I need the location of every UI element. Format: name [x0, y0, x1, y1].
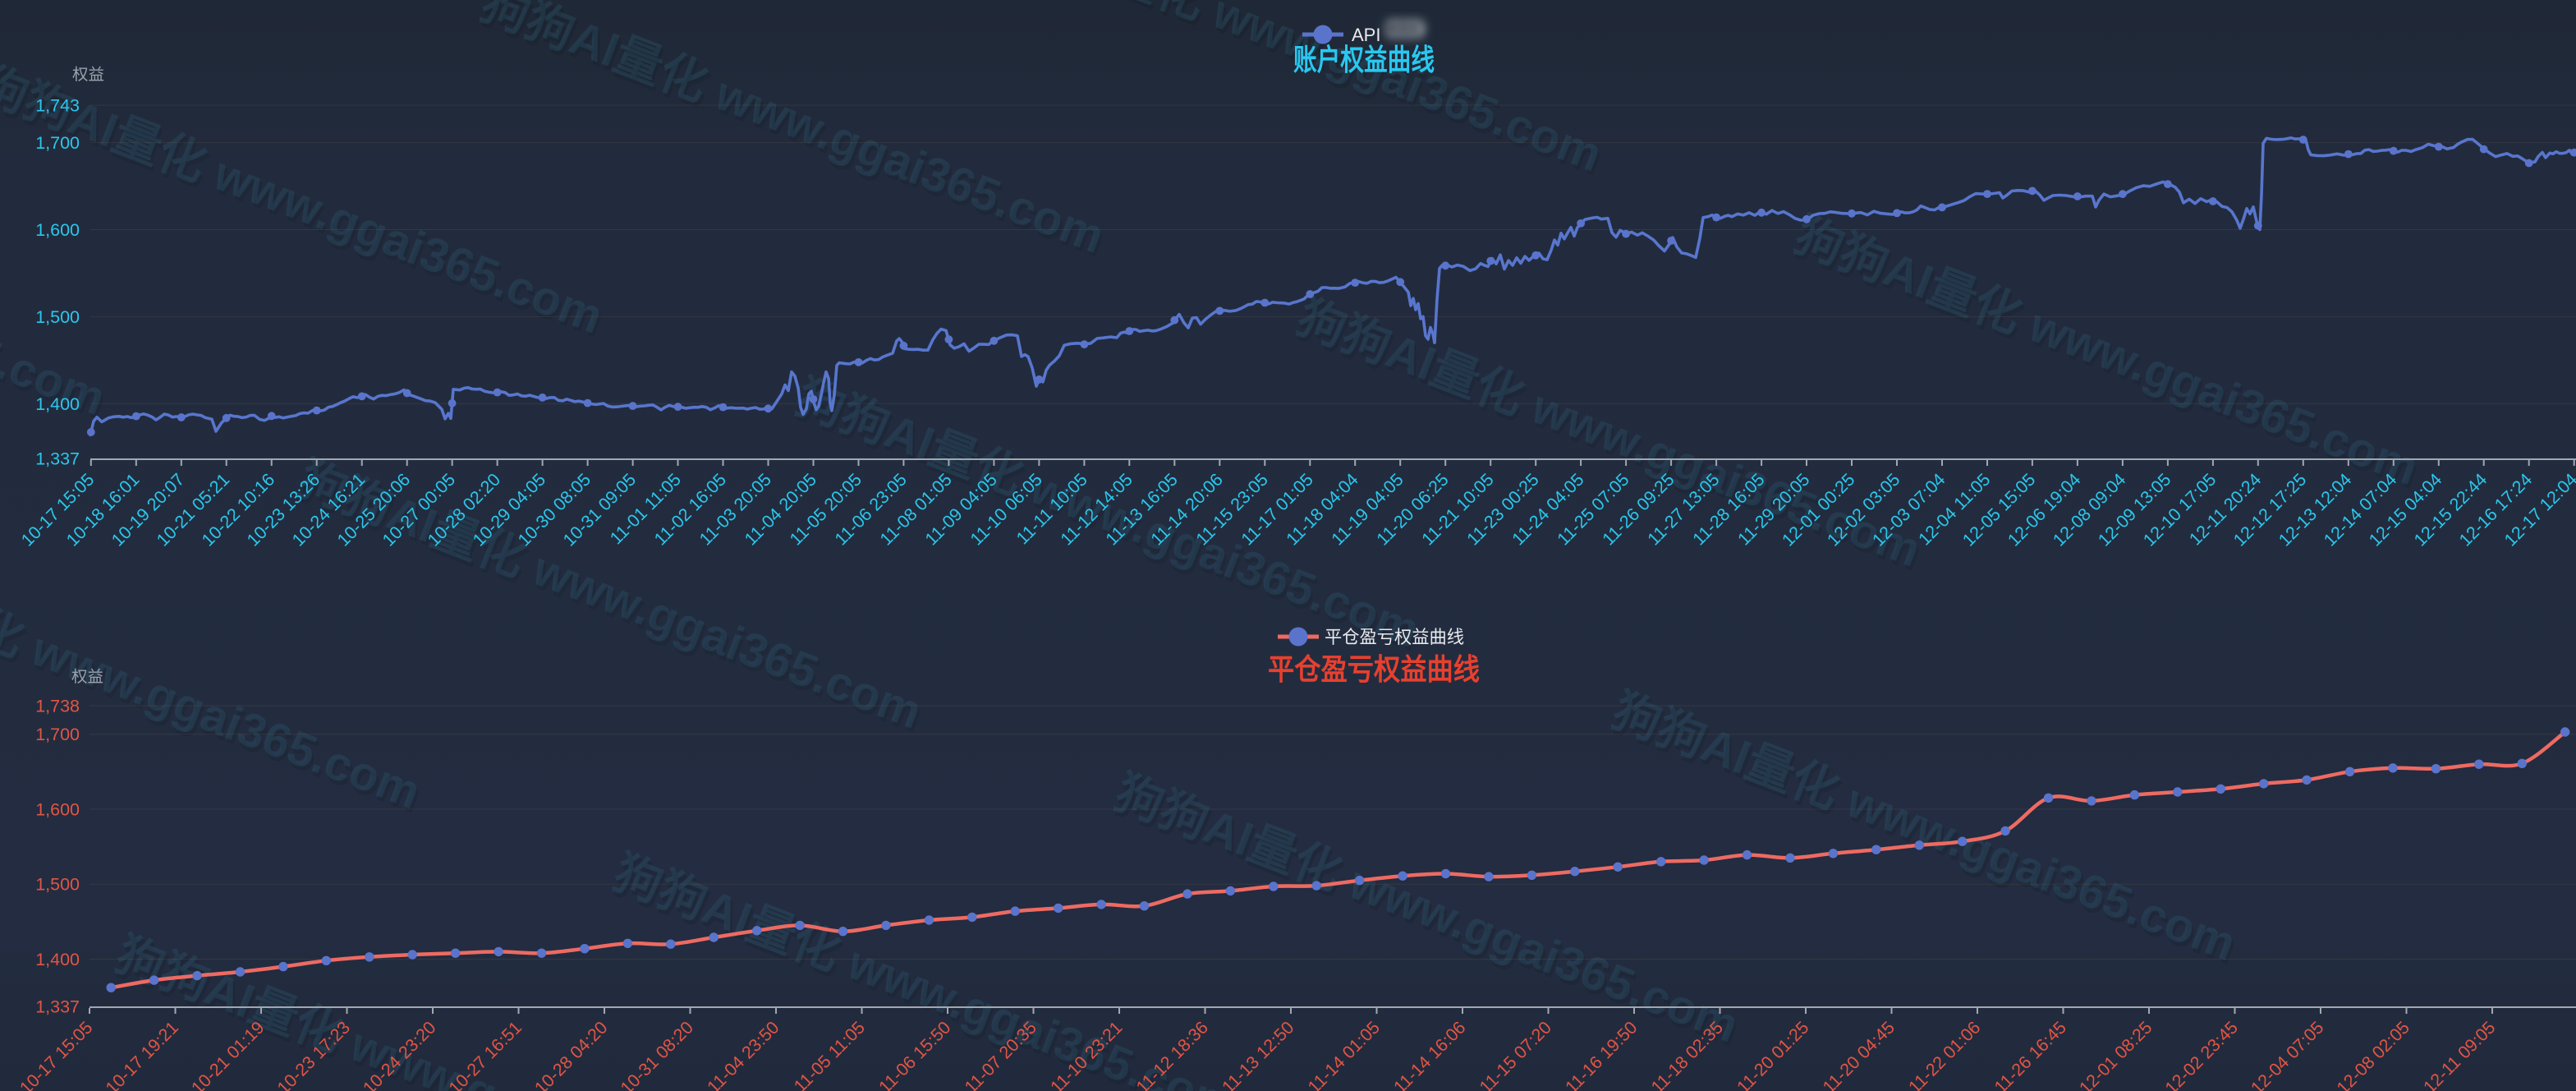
- svg-text:1,743: 1,743: [35, 96, 80, 116]
- svg-text:权益: 权益: [72, 66, 104, 84]
- svg-text:API: API: [1352, 25, 1380, 45]
- svg-text:1,500: 1,500: [35, 307, 80, 327]
- svg-text:账户权益曲线: 账户权益曲线: [1293, 43, 1435, 76]
- svg-text:1,400: 1,400: [35, 950, 80, 969]
- svg-text:1,337: 1,337: [35, 449, 80, 469]
- svg-text:1,600: 1,600: [35, 220, 80, 240]
- svg-text:1,337: 1,337: [35, 997, 80, 1017]
- svg-text:1,500: 1,500: [35, 875, 80, 895]
- svg-text:权益: 权益: [71, 668, 103, 686]
- svg-text:1,700: 1,700: [35, 133, 80, 153]
- svg-text:1,738: 1,738: [35, 697, 80, 716]
- svg-text:平仓盈亏权益曲线: 平仓盈亏权益曲线: [1268, 652, 1480, 686]
- svg-text:平仓盈亏权益曲线: 平仓盈亏权益曲线: [1325, 627, 1464, 647]
- svg-text:1,400: 1,400: [35, 394, 80, 414]
- svg-text:1,700: 1,700: [35, 725, 80, 744]
- svg-text:1,600: 1,600: [35, 800, 80, 820]
